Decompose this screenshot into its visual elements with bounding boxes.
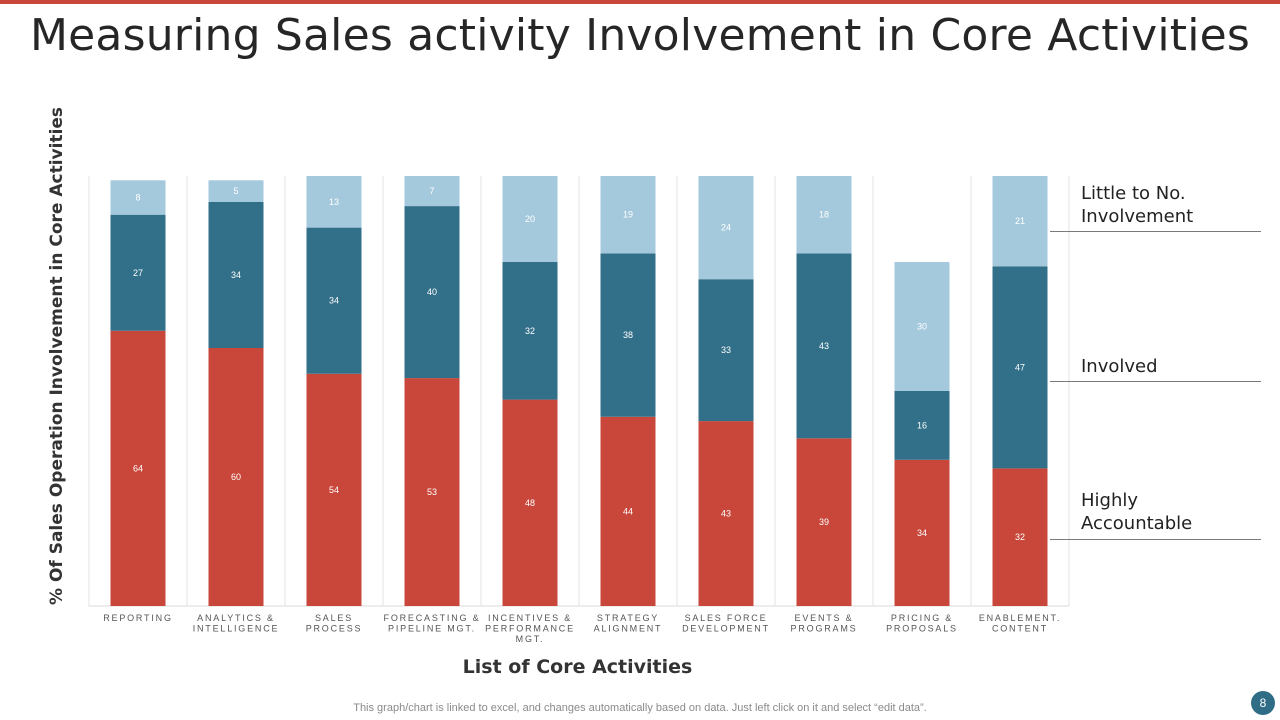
legend-leader-line-involved — [1050, 381, 1261, 382]
legend-label-involved: Involved — [1081, 356, 1158, 377]
data-label: 32 — [525, 326, 535, 336]
category-tick-label: REPORTING — [103, 613, 173, 623]
bar-segment — [306, 227, 362, 374]
data-label: 34 — [917, 528, 927, 538]
bar-segment — [110, 180, 166, 215]
data-label: 39 — [819, 517, 829, 527]
data-label: 32 — [1015, 532, 1025, 542]
data-label: 21 — [1015, 216, 1025, 226]
bar-segment — [796, 438, 852, 606]
data-label: 34 — [231, 270, 241, 280]
bar-segment — [600, 416, 656, 606]
data-label: 40 — [427, 287, 437, 297]
category-tick-label: SALES PROCESS — [306, 613, 363, 634]
bar-segment — [208, 348, 264, 606]
category-tick-label: ANALYTICS & INTELLIGENCE — [193, 613, 280, 634]
data-label: 47 — [1015, 362, 1025, 372]
bar-segment — [698, 421, 754, 606]
data-label: 24 — [721, 223, 731, 233]
bar-segment — [208, 201, 264, 348]
data-label: 19 — [623, 210, 633, 220]
data-label: 60 — [231, 472, 241, 482]
data-label: 43 — [721, 509, 731, 519]
data-label: 18 — [819, 210, 829, 220]
x-axis-label: List of Core Activities — [462, 656, 693, 678]
bar-segment — [110, 330, 166, 606]
category-tick-label: ENABLEMENT. CONTENT — [979, 613, 1061, 634]
data-label: 38 — [623, 330, 633, 340]
bar-segment — [600, 176, 656, 254]
category-tick-label: INCENTIVES & PERFORMANCE MGT. — [485, 613, 575, 644]
data-label: 64 — [133, 463, 143, 473]
legend-leader-line-highly-accountable — [1050, 539, 1261, 540]
bar-segment — [110, 214, 166, 331]
category-tick-label: EVENTS & PROGRAMS — [791, 613, 858, 634]
legend-leader-line-little-to-no — [1050, 231, 1261, 232]
page-title: Measuring Sales activity Involvement in … — [29, 10, 1251, 61]
bar-segment — [404, 206, 460, 379]
bar-segment — [894, 262, 950, 391]
bar-segment — [404, 378, 460, 606]
bar-segment — [502, 399, 558, 606]
page-number-badge: 8 — [1251, 691, 1275, 715]
category-tick-label: PRICING & PROPOSALS — [886, 613, 958, 634]
bar-segment — [306, 176, 362, 228]
bar-segment — [796, 176, 852, 254]
data-label: 34 — [329, 296, 339, 306]
bar-segment — [698, 279, 754, 422]
legend-label-little-to-no: Little to No. Involvement — [1081, 183, 1194, 227]
bar-segment — [992, 266, 1048, 469]
data-label: 43 — [819, 341, 829, 351]
category-tick-label: STRATEGY ALIGNMENT — [594, 613, 663, 634]
data-label: 16 — [917, 420, 927, 430]
bar-segment — [698, 176, 754, 280]
top-accent-bar — [0, 0, 1280, 4]
data-label: 33 — [721, 345, 731, 355]
bar-segment — [600, 253, 656, 417]
data-label: 5 — [233, 186, 238, 196]
bar-segment — [894, 391, 950, 460]
data-label: 8 — [135, 193, 140, 203]
data-label: 13 — [329, 197, 339, 207]
data-label: 48 — [525, 498, 535, 508]
footnote: This graph/chart is linked to excel, and… — [353, 702, 927, 714]
bar-segment — [502, 176, 558, 262]
data-label: 53 — [427, 487, 437, 497]
data-label: 30 — [917, 322, 927, 332]
data-label: 27 — [133, 268, 143, 278]
bar-segment — [404, 176, 460, 207]
data-label: 54 — [329, 485, 339, 495]
data-label: 44 — [623, 506, 633, 516]
bar-segment — [306, 373, 362, 606]
bar-segment — [502, 262, 558, 400]
data-label: 7 — [429, 186, 434, 196]
bar-segment — [992, 468, 1048, 606]
legend-label-highly-accountable: Highly Accountable — [1081, 490, 1193, 534]
category-tick-label: SALES FORCE DEVELOPMENT — [682, 613, 770, 634]
category-tick-label: FORECASTING & PIPELINE MGT. — [384, 613, 481, 634]
bar-segment — [894, 459, 950, 606]
bar-segment — [796, 253, 852, 439]
data-label: 20 — [525, 214, 535, 224]
bar-segment — [208, 180, 264, 202]
bar-segment — [992, 176, 1048, 267]
